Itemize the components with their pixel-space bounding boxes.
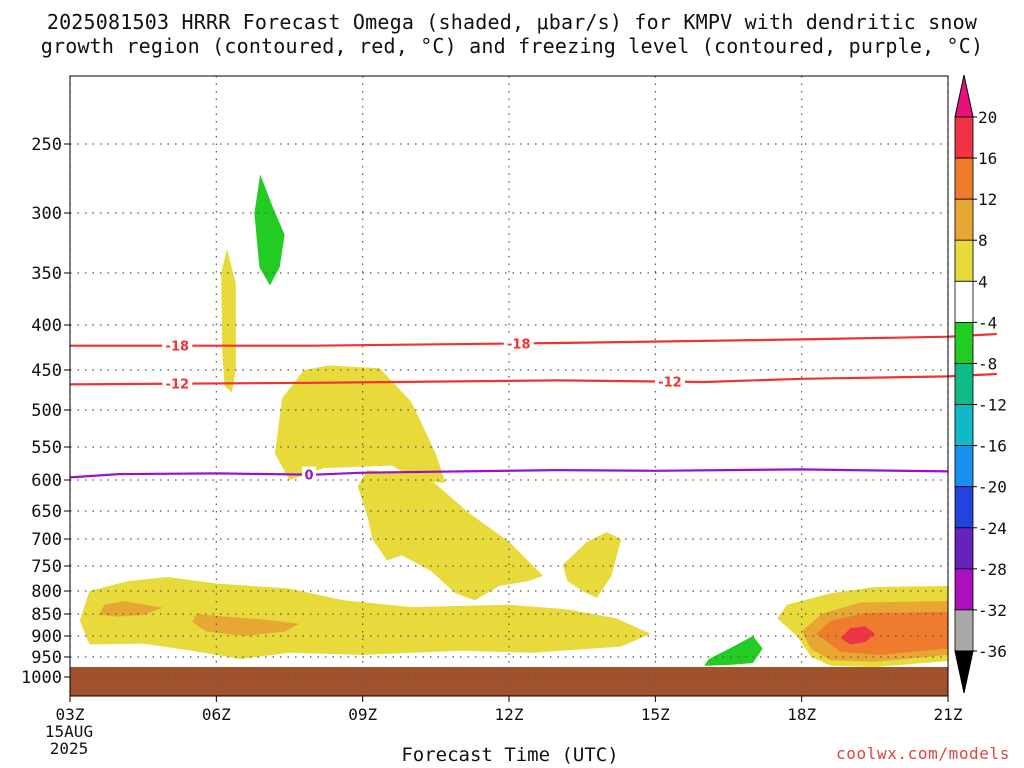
omega-region-5 (562, 532, 622, 598)
y-tick-label-950: 950 (31, 648, 62, 668)
x-tick-label-12Z: 12Z (495, 705, 524, 724)
omega-region-6 (79, 577, 651, 659)
contour-label--12-1: -12 (658, 376, 682, 391)
colorbar-label-20: 20 (978, 108, 997, 127)
y-tick-label-400: 400 (31, 316, 62, 336)
contour-label-bg (302, 466, 317, 483)
colorbar-bin-5 (954, 321, 974, 364)
colorbar-bin-0 (954, 116, 974, 159)
contour-label--18-1: -18 (507, 337, 531, 352)
y-tick-label-300: 300 (31, 204, 62, 224)
y-tick-label-800: 800 (31, 582, 62, 602)
y-tick-label-250: 250 (31, 135, 62, 155)
colorbar-label-16: 16 (978, 149, 997, 168)
colorbar-label--20: -20 (978, 478, 1007, 497)
omega-region-7 (99, 601, 163, 617)
y-tick-label-600: 600 (31, 471, 62, 491)
y-tick-label-450: 450 (31, 361, 62, 381)
colorbar-label--12: -12 (978, 396, 1007, 415)
colorbar-label--36: -36 (978, 642, 1007, 661)
y-tick-label-900: 900 (31, 627, 62, 647)
contour-label-bg (654, 373, 685, 390)
colorbar-label-4: 4 (978, 272, 988, 291)
colorbar-bin-8 (954, 445, 974, 488)
omega-region-2 (254, 174, 285, 286)
colorbar-label--24: -24 (978, 519, 1007, 538)
y-tick-label-350: 350 (31, 264, 62, 284)
x-tick-label-15Z: 15Z (641, 705, 670, 724)
omega-shading-layer (79, 174, 948, 667)
contour-label-bg (162, 375, 193, 392)
colorbar-bin-10 (954, 527, 974, 570)
contour-label--18-0: -18 (166, 340, 190, 355)
x-start-date-1: 2025 (50, 739, 89, 758)
omega-region-13 (840, 626, 875, 645)
attribution-link[interactable]: coolwx.com/models (836, 744, 1010, 763)
contour-label-bg (503, 335, 534, 352)
colorbar-label-12: 12 (978, 190, 997, 209)
colorbar-label--4: -4 (978, 313, 997, 332)
colorbar-label--28: -28 (978, 560, 1007, 579)
omega-region-1 (221, 249, 236, 393)
omega-region-9 (704, 636, 763, 666)
y-tick-label-500: 500 (31, 401, 62, 421)
y-tick-label-850: 850 (31, 605, 62, 625)
colorbar-legend: 20 16 12 8 4 -4 -8 -12 -16 -20 -24 -28 -32 -36 (954, 74, 1007, 694)
contour-label-0-0: 0 (304, 469, 313, 484)
colorbar-bin-7 (954, 404, 974, 446)
colorbar-under-arrow (954, 650, 974, 694)
y-axis: 2503003504004505005506006507007508008509… (21, 135, 70, 688)
colorbar-label--32: -32 (978, 601, 1007, 620)
colorbar-bin-6 (954, 363, 974, 405)
x-tick-label-09Z: 09Z (348, 705, 377, 724)
colorbar-label-8: 8 (978, 231, 988, 250)
colorbar-bin-11 (954, 568, 974, 611)
y-tick-label-1000: 1000 (21, 668, 62, 688)
chart-title-line-2: growth region (contoured, red, °C) and f… (40, 34, 984, 58)
colorbar-bin-9 (954, 486, 974, 529)
x-start-date-0: 15AUG (45, 722, 93, 741)
omega-region-3 (274, 365, 446, 484)
y-tick-label-550: 550 (31, 438, 62, 458)
colorbar-bin-12 (954, 609, 974, 652)
omega-region-4 (357, 470, 544, 601)
colorbar-label--16: -16 (978, 437, 1007, 456)
chart-title-line-1: 2025081503 HRRR Forecast Omega (shaded, … (46, 10, 978, 34)
contour-label-bg (162, 337, 193, 354)
contour-label--12-0: -12 (166, 378, 190, 393)
omega-region-12 (816, 611, 948, 655)
y-tick-label-650: 650 (31, 502, 62, 522)
colorbar-bin-3 (954, 239, 974, 282)
omega-region-8 (191, 614, 300, 636)
x-tick-label-21Z: 21Z (934, 705, 963, 724)
colorbar-bin-1 (954, 157, 974, 200)
x-tick-label-03Z: 03Z (56, 705, 85, 724)
colorbar-over-arrow (954, 74, 974, 118)
colorbar-label--8: -8 (978, 354, 997, 373)
y-tick-label-700: 700 (31, 530, 62, 550)
x-tick-label-18Z: 18Z (787, 705, 816, 724)
contour-line-2 (69, 468, 949, 479)
x-tick-label-06Z: 06Z (202, 705, 231, 724)
colorbar-bin-4 (954, 280, 974, 323)
x-axis-label: Forecast Time (UTC) (401, 744, 619, 766)
y-tick-label-750: 750 (31, 557, 62, 577)
colorbar-bin-2 (954, 198, 974, 241)
